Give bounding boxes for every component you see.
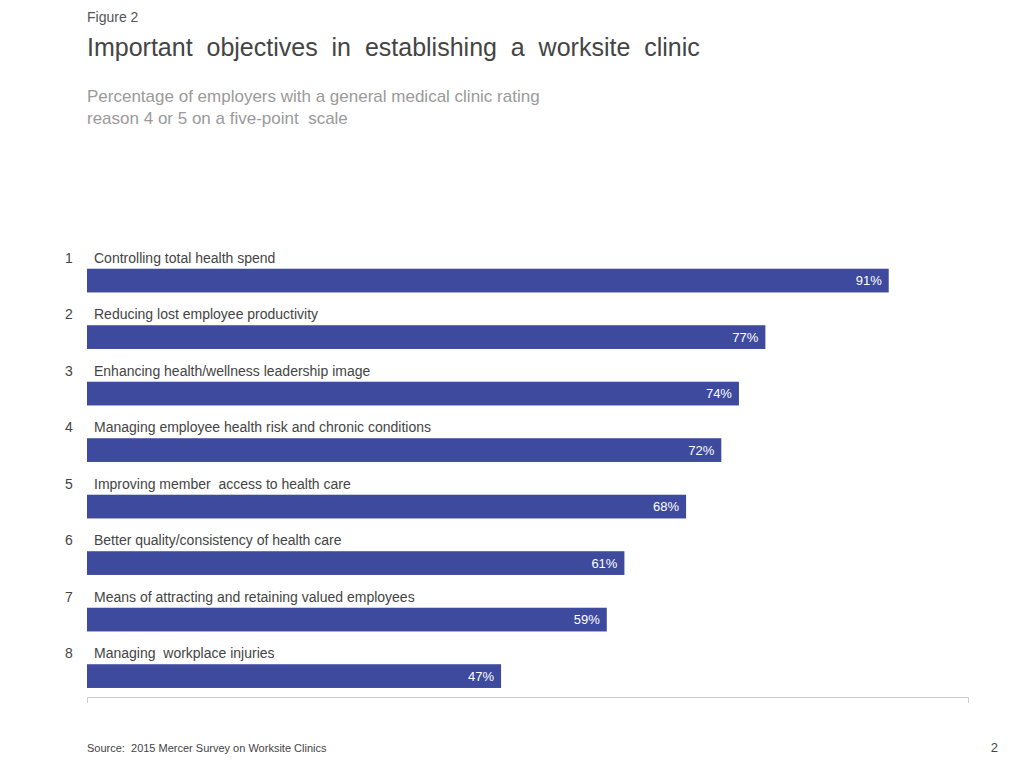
category-label: Managing employee health risk and chroni… (94, 419, 431, 435)
category-label: Improving member access to health care (94, 476, 351, 492)
data-label: 68% (653, 499, 679, 514)
bar (87, 325, 765, 349)
subtitle: Percentage of employers with a general m… (87, 87, 540, 106)
x-axis (88, 698, 969, 704)
bars (87, 269, 889, 688)
rank-label: 2 (65, 306, 73, 322)
data-label: 77% (732, 330, 758, 345)
bar (87, 382, 739, 406)
category-label: Controlling total health spend (94, 250, 275, 266)
x-axis-line (88, 698, 969, 704)
bar (87, 551, 624, 575)
figure-label: Figure 2 (87, 9, 139, 25)
rank-label: 8 (65, 645, 73, 661)
category-label: Managing workplace injuries (94, 645, 275, 661)
category-label: Better quality/consistency of health car… (94, 532, 342, 548)
bar (87, 269, 889, 293)
rank-label: 3 (65, 363, 73, 379)
data-label: 61% (591, 556, 617, 571)
bar (87, 608, 607, 632)
category-label: Reducing lost employee productivity (94, 306, 318, 322)
rank-label: 1 (65, 250, 73, 266)
rank-label: 4 (65, 419, 73, 435)
data-label: 91% (856, 273, 882, 288)
category-label: Enhancing health/wellness leadership ima… (94, 363, 371, 379)
data-label: 47% (468, 669, 494, 684)
bar (87, 495, 686, 519)
bar (87, 664, 501, 688)
data-label: 72% (688, 443, 714, 458)
bar (87, 438, 721, 462)
subtitle: reason 4 or 5 on a five-point scale (87, 109, 348, 128)
chart: Figure 2 Important objectives in establis… (0, 0, 1024, 769)
data-label: 74% (706, 386, 732, 401)
plot: Controlling total health spend Reducing l… (65, 250, 969, 703)
page-number: 2 (991, 740, 998, 755)
labels: Controlling total health spend Reducing l… (65, 250, 882, 684)
source: Source: 2015 Mercer Survey on Worksite C… (87, 742, 327, 754)
data-label: 59% (574, 612, 600, 627)
rank-label: 5 (65, 476, 73, 492)
rank-label: 7 (65, 589, 73, 605)
category-label: Means of attracting and retaining valued… (94, 589, 415, 605)
rank-label: 6 (65, 532, 73, 548)
title: Important objectives in establishing a w… (87, 33, 700, 61)
